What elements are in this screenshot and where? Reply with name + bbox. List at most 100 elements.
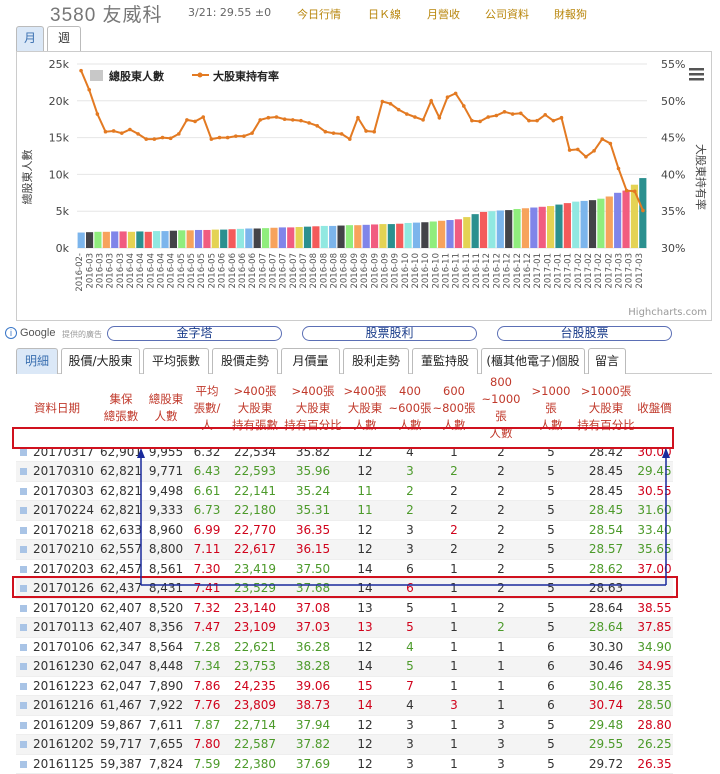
data-cell: 28.45 xyxy=(576,481,636,501)
bar-mark xyxy=(538,206,546,248)
column-header[interactable]: 600 ~800張 人數 xyxy=(432,374,476,442)
data-cell: 14 xyxy=(342,559,388,579)
info-icon[interactable]: i xyxy=(5,327,17,339)
ad-pill-dividend[interactable]: 股票股利 xyxy=(302,326,477,341)
column-header[interactable]: >400張 大股東 人數 xyxy=(342,374,388,442)
left-tick-label: 15k xyxy=(49,132,70,145)
left-tick-label: 25k xyxy=(49,58,70,71)
menu-icon[interactable] xyxy=(689,68,704,81)
data-cell: 26.35 xyxy=(636,754,673,774)
column-header[interactable]: 400 ~600張 人數 xyxy=(388,374,432,442)
bar-mark xyxy=(153,231,161,248)
data-cell: 8,561 xyxy=(144,559,188,579)
table-tabs: 明細 股價/大股東 平均張數 股價走勢 月價量 股利走勢 董監持股 (櫃其他電子… xyxy=(16,348,712,374)
x-tick-label: 2016-07 xyxy=(268,253,278,289)
link-company-info[interactable]: 公司資料 xyxy=(485,8,529,21)
data-cell: 1 xyxy=(432,676,476,696)
data-cell: 2 xyxy=(432,481,476,501)
line-point xyxy=(372,129,377,134)
data-cell: 5 xyxy=(526,715,576,735)
column-header[interactable]: >1000張 大股東 持有百分比 xyxy=(576,374,636,442)
data-cell: 3 xyxy=(388,461,432,482)
line-point xyxy=(339,132,344,136)
ad-pill-tw-stocks[interactable]: 台股股票 xyxy=(497,326,672,341)
column-header[interactable]: >1000張 人數 xyxy=(526,374,576,442)
data-cell: 2 xyxy=(388,481,432,501)
bar-mark xyxy=(605,196,613,248)
legend-line-label[interactable]: 大股東持有率 xyxy=(213,69,279,83)
bar-mark xyxy=(362,224,370,248)
data-cell: 7.28 xyxy=(188,637,226,657)
tab-price-major[interactable]: 股價/大股東 xyxy=(61,348,140,374)
data-cell: 30.30 xyxy=(576,637,636,657)
column-header[interactable]: 平均 張數/人 xyxy=(188,374,226,442)
data-cell: 2 xyxy=(432,500,476,521)
column-header[interactable]: >400張 大股東 持有張數 xyxy=(226,374,284,442)
tab-director-holdings[interactable]: 董監持股 xyxy=(412,348,478,374)
tab-comments[interactable]: 留言 xyxy=(588,348,626,374)
column-header[interactable]: >400張 大股東 持有百分比 xyxy=(284,374,342,442)
bar-mark xyxy=(303,226,312,248)
data-cell: 22,380 xyxy=(226,754,284,774)
column-header[interactable]: 集保 總張數 xyxy=(98,374,144,442)
data-cell: 1 xyxy=(432,637,476,657)
link-daily-k[interactable]: 日Ｋ線 xyxy=(368,8,401,21)
link-monthly-revenue[interactable]: 月營收 xyxy=(427,8,460,21)
x-tick-label: 2017-01 xyxy=(533,253,543,289)
line-point xyxy=(551,118,556,123)
date-cell: 20170224 xyxy=(16,500,98,521)
date-cell: 20170317 xyxy=(16,442,98,462)
tab-monthly-volume[interactable]: 月價量 xyxy=(281,348,340,374)
column-header[interactable]: 收盤價 xyxy=(636,374,673,442)
x-tick-label: 2016-04 xyxy=(126,253,136,289)
column-header[interactable]: 資料日期 xyxy=(16,374,98,442)
tab-monthly[interactable]: 月 xyxy=(16,26,44,51)
right-tick-label: 45% xyxy=(661,132,685,145)
tab-weekly[interactable]: 週 xyxy=(47,26,81,51)
link-today-quote[interactable]: 今日行情 xyxy=(297,8,341,21)
link-financial-dog[interactable]: 財報狗 xyxy=(554,8,587,21)
bar-mark xyxy=(471,214,479,248)
data-cell: 9,333 xyxy=(144,500,188,521)
tab-detail[interactable]: 明細 xyxy=(16,348,58,374)
x-tick-label: 2017-02 xyxy=(594,253,604,289)
column-header[interactable]: 總股東 人數 xyxy=(144,374,188,442)
legend-bar-label[interactable]: 總股東人數 xyxy=(109,69,164,83)
data-cell: 35.96 xyxy=(284,461,342,482)
right-tick-label: 40% xyxy=(661,168,685,181)
line-point xyxy=(315,124,320,128)
data-cell: 35.82 xyxy=(284,442,342,462)
line-point xyxy=(282,117,287,121)
x-tick-label: 2016-10 xyxy=(431,253,441,289)
legend-bar-swatch xyxy=(90,70,103,81)
line-point xyxy=(160,135,165,140)
table-row: 20161230 62,047 8,448 7.34 23,753 38.28 14 5 1 1 6… xyxy=(16,656,673,677)
data-cell: 62,407 xyxy=(98,598,144,618)
data-cell: 7.32 xyxy=(188,598,226,618)
data-cell: 6 xyxy=(526,676,576,696)
line-point xyxy=(502,110,507,114)
bar-mark xyxy=(429,221,437,248)
x-tick-label: 2016-12 xyxy=(492,253,502,289)
data-cell: 5 xyxy=(526,598,576,618)
x-tick-label: 2016-09 xyxy=(380,253,390,289)
bar-mark xyxy=(102,231,110,248)
data-cell: 2 xyxy=(476,500,526,521)
x-tick-label: 2016-10 xyxy=(401,253,411,289)
data-cell: 61,467 xyxy=(98,695,144,716)
ad-pill-pyramid[interactable]: 金字塔 xyxy=(107,326,282,341)
x-tick-label: 2016-04 xyxy=(136,253,146,289)
tab-dividend-trend[interactable]: 股利走勢 xyxy=(343,348,409,374)
tab-avg-lots[interactable]: 平均張數 xyxy=(143,348,209,374)
data-cell: 35.24 xyxy=(284,481,342,501)
row-marker-icon xyxy=(19,448,27,456)
chart-credit[interactable]: Highcharts.com xyxy=(628,307,707,318)
line-point xyxy=(494,113,499,118)
line-path xyxy=(80,70,644,211)
line-point xyxy=(266,115,271,120)
tab-price-trend[interactable]: 股價走勢 xyxy=(212,348,278,374)
data-cell: 5 xyxy=(526,520,576,540)
tab-sector-stocks[interactable]: (櫃其他電子)個股 xyxy=(481,348,585,374)
data-cell: 1 xyxy=(432,617,476,638)
column-header[interactable]: 800 ~1000張 人數 xyxy=(476,374,526,442)
